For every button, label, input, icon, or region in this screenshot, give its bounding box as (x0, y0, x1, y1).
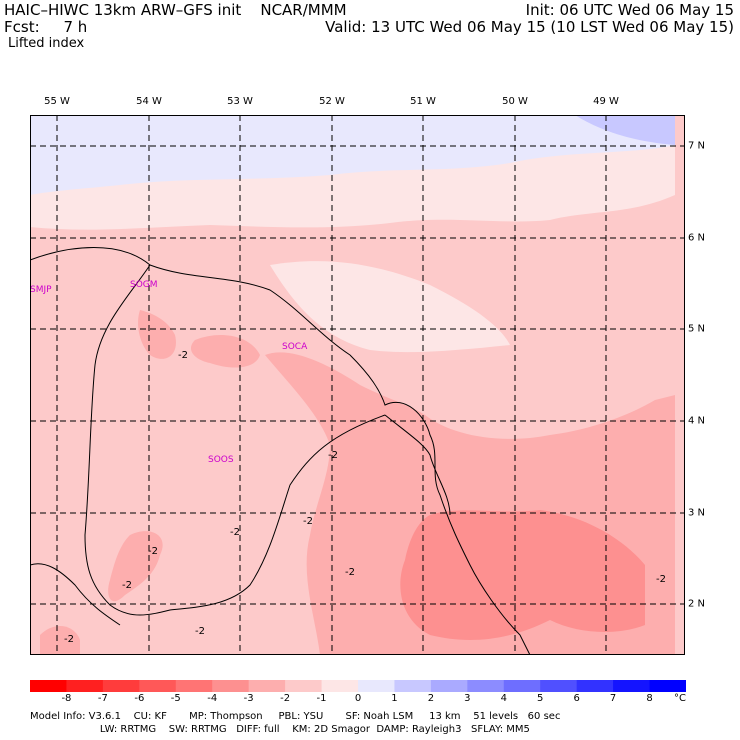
contour-label: -2 (230, 527, 240, 538)
contour-label: -2 (64, 634, 74, 645)
color-scale-swatch (358, 680, 395, 692)
lon-label-54w: 54 W (136, 96, 162, 107)
color-scale-tick-label: -4 (207, 693, 218, 704)
station-soos: SOOS (208, 455, 234, 465)
color-scale-tick-label: 1 (391, 693, 398, 704)
color-scale-swatch (503, 680, 541, 692)
model-title: HAIC–HIWC 13km ARW–GFS init NCAR/MMM (4, 1, 347, 19)
region-minus-2-center (190, 335, 260, 368)
lon-label-53w: 53 W (227, 96, 253, 107)
contour-label: -2 (148, 546, 158, 557)
lat-label-4n: 4 N (688, 415, 706, 427)
color-scale-swatch (321, 680, 359, 692)
contour-label: -2 (345, 567, 355, 578)
station-soca: SOCA (282, 342, 308, 352)
color-scale-unit: °C (674, 693, 686, 704)
border-guiana-brazil (384, 414, 451, 516)
color-scale-tick-label: -2 (280, 693, 291, 704)
color-scale-swatch (649, 680, 686, 692)
color-scale-swatch (394, 680, 432, 692)
lat-label-6n: 6 N (688, 232, 706, 244)
contour-label: -2 (303, 516, 313, 527)
graticule (30, 115, 685, 655)
color-scale-swatch (576, 680, 614, 692)
contour-label: -2 (178, 350, 188, 361)
color-scale-tick-label: -1 (316, 693, 327, 704)
color-scale-tick-label: 6 (573, 693, 580, 704)
forecast-hour: Fcst: 7 h (4, 18, 88, 36)
color-scale-tick-label: 4 (500, 693, 507, 704)
color-scale-swatch (248, 680, 286, 692)
region-positive-2 (575, 115, 675, 145)
lat-label-7n: 7 N (688, 140, 706, 152)
color-scale-tick-label: -7 (97, 693, 108, 704)
region-minus-3 (400, 510, 645, 640)
model-info-line2: LW: RRTMG SW: RRTMG DIFF: full KM: 2D Sm… (30, 724, 530, 735)
contour-label: -2 (122, 580, 132, 591)
lat-label-5n: 5 N (688, 323, 706, 335)
lat-label-2n: 2 N (688, 598, 706, 610)
region-minus-2-corner (40, 625, 80, 655)
color-scale-tick-label: -5 (170, 693, 181, 704)
color-scale-tick-label: 2 (427, 693, 435, 704)
contour-label: -2 (328, 450, 338, 461)
color-scale-tick-label: 5 (537, 693, 544, 704)
color-scale-swatch (175, 680, 213, 692)
map-frame (30, 115, 685, 655)
region-minus-2-west (138, 310, 176, 359)
color-scale-swatch (139, 680, 177, 692)
station-smjp: SMJP (30, 285, 52, 295)
color-scale-swatch (102, 680, 140, 692)
color-scale-tick-label: -8 (61, 693, 72, 704)
border-suriname-brazil (30, 563, 121, 626)
color-scale-swatch (613, 680, 651, 692)
color-scale-swatch (212, 680, 250, 692)
lon-label-50w: 50 W (502, 96, 528, 107)
color-scale-tick-label: 3 (464, 693, 471, 704)
color-scale-tick-label: 0 (354, 693, 362, 704)
color-scale-swatch (430, 680, 468, 692)
field-name: Lifted index (8, 36, 85, 51)
color-scale-swatch (30, 680, 67, 692)
model-info-line1: Model Info: V3.6.1 CU: KF MP: Thompson P… (30, 711, 561, 722)
color-scale-swatch (540, 680, 578, 692)
color-scale-bar (30, 680, 686, 692)
color-scale-swatch (66, 680, 104, 692)
color-scale-tick-label: 8 (646, 693, 653, 704)
lon-label-49w: 49 W (593, 96, 619, 107)
color-scale-swatch (285, 680, 323, 692)
init-time: Init: 06 UTC Wed 06 May 15 (525, 1, 734, 19)
lon-label-55w: 55 W (44, 96, 70, 107)
valid-time: Valid: 13 UTC Wed 06 May 15 (10 LST Wed … (325, 18, 734, 36)
region-positive-1 (30, 115, 675, 195)
color-scale-tick-label: 7 (609, 693, 617, 704)
lat-label-3n: 3 N (688, 507, 706, 519)
lifted-index-map: SMJP SOGM SOCA SOOS -2 -2 -2 -2 -2 -2 -2… (30, 115, 685, 655)
contour-label: -2 (656, 574, 666, 585)
contour-label: -2 (195, 626, 205, 637)
border-suriname-guiana (84, 264, 386, 616)
lon-label-51w: 51 W (410, 96, 436, 107)
station-sogm: SOGM (130, 280, 158, 290)
color-scale-swatch (467, 680, 505, 692)
color-scale-tick-label: -3 (243, 693, 254, 704)
coastline (30, 247, 531, 655)
lon-label-52w: 52 W (319, 96, 345, 107)
color-scale-tick-label: -6 (134, 693, 145, 704)
